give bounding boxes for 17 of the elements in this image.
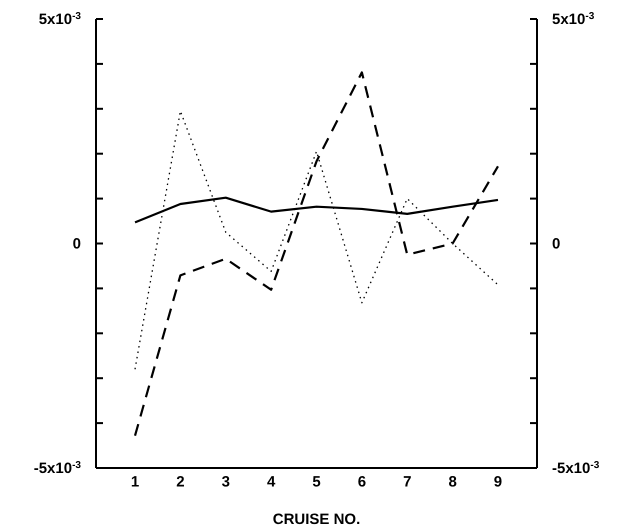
y2-tick-label: 0	[552, 236, 560, 252]
y-tick-label: -5x10$^{-3}$	[34, 460, 82, 477]
y2-tick-label: -5x10$^{-3}$	[552, 460, 600, 477]
x-tick-label: 5	[312, 474, 321, 491]
y2-tick-label: 5x10$^{-3}$	[552, 10, 595, 28]
x-axis-title: CRUISE NO.	[272, 511, 360, 528]
x-tick-label: 3	[222, 474, 230, 491]
y-tick-label: 0	[72, 236, 81, 252]
x-tick-label: 2	[176, 474, 185, 491]
x-tick-label: 9	[494, 474, 502, 491]
x-tick-label: 4	[266, 474, 276, 491]
x-tick-label: 7	[403, 474, 412, 491]
x-tick-label: 1	[130, 474, 140, 491]
x-tick-label: 8	[448, 474, 457, 491]
line-series	[134, 71, 500, 437]
y-tick-label: 5x10$^{-3}$	[38, 10, 82, 28]
x-tick-label: 6	[358, 474, 366, 491]
